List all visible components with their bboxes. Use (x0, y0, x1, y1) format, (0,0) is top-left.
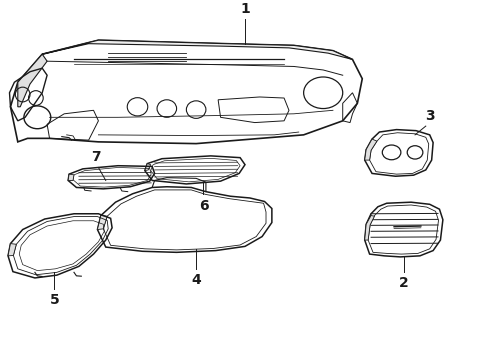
Polygon shape (145, 163, 151, 171)
Text: 1: 1 (240, 2, 250, 16)
Text: 6: 6 (198, 199, 208, 213)
Polygon shape (68, 174, 74, 180)
Polygon shape (8, 244, 16, 256)
Text: 2: 2 (399, 276, 409, 290)
Text: 3: 3 (425, 109, 435, 123)
Polygon shape (365, 139, 377, 160)
Polygon shape (18, 54, 47, 107)
Polygon shape (365, 216, 374, 240)
Polygon shape (42, 40, 352, 59)
Text: 4: 4 (191, 273, 201, 287)
Polygon shape (98, 216, 107, 230)
Text: 7: 7 (91, 150, 101, 163)
Text: 5: 5 (49, 293, 59, 307)
